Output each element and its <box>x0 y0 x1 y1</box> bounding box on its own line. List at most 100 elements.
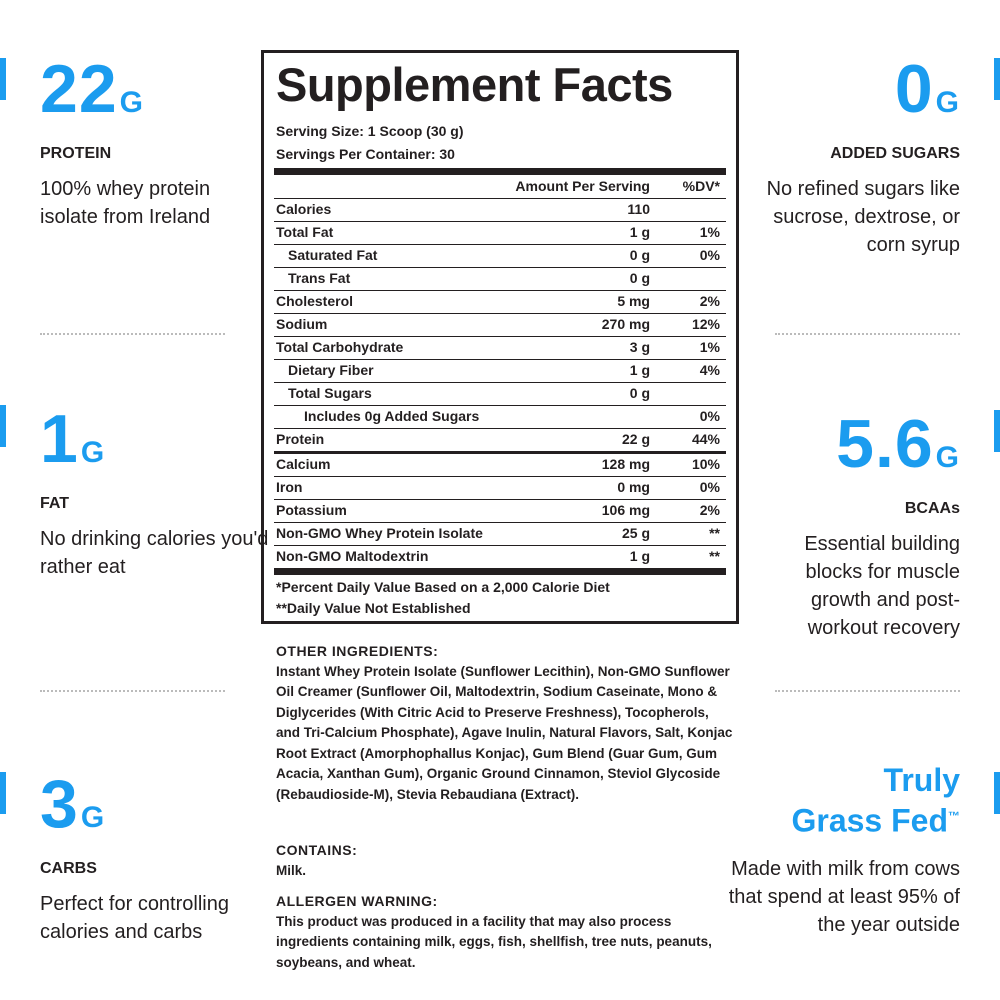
feature-description: Perfect for controlling calories and car… <box>40 893 229 943</box>
accent-bar <box>0 772 6 814</box>
facts-row: Non-GMO Whey Protein Isolate 25 g ** <box>274 522 726 546</box>
nutrient-amount: 270 mg <box>601 316 650 332</box>
section-text: This product was produced in a facility … <box>276 913 712 970</box>
facts-row: Total Sugars 0 g <box>274 382 726 406</box>
facts-title: Supplement Facts <box>276 58 673 111</box>
facts-row: Calcium 128 mg 10% <box>274 453 726 477</box>
nutrient-amount: 1 g <box>629 362 650 378</box>
facts-row: Potassium 106 mg 2% <box>274 499 726 523</box>
accent-bar <box>0 58 6 100</box>
nutrient-dv: 0% <box>699 479 720 495</box>
nutrient-dv: 2% <box>699 502 720 518</box>
contains: CONTAINS: Milk. <box>276 840 736 881</box>
grass-fed-title: Truly <box>883 762 960 798</box>
facts-header: Amount Per Serving %DV* <box>274 175 726 199</box>
separator <box>40 690 225 692</box>
feature-number: 5.6 <box>836 406 934 482</box>
feature-label: CARBS <box>40 860 97 877</box>
facts-row: Dietary Fiber 1 g 4% <box>274 359 726 383</box>
accent-bar <box>994 58 1000 100</box>
accent-bar <box>994 772 1000 814</box>
feature-unit: G <box>119 86 144 119</box>
feature-unit: G <box>80 436 106 469</box>
accent-bar <box>994 410 1000 452</box>
facts-row: Total Carbohydrate 3 g 1% <box>274 336 726 360</box>
section-text: Milk. <box>276 862 307 878</box>
section-heading: CONTAINS: <box>276 842 358 858</box>
nutrient-dv: 1% <box>699 224 720 240</box>
grass-fed: Truly Grass Fed™ Made with milk from cow… <box>720 762 960 939</box>
facts-row: Non-GMO Maltodextrin 1 g ** <box>274 545 726 575</box>
nutrient-name: Dietary Fiber <box>288 362 374 378</box>
feature-number: 0 <box>894 51 934 127</box>
nutrient-name: Potassium <box>276 502 347 518</box>
feature: 1G FAT No drinking calories you'd rather e… <box>40 405 270 581</box>
facts-row: Total Fat 1 g 1% <box>274 221 726 245</box>
feature-unit: G <box>80 801 106 834</box>
nutrient-amount: 0 g <box>629 270 650 286</box>
feature: 5.6G BCAAs Essential building blocks for m… <box>760 410 960 642</box>
nutrient-name: Total Fat <box>276 224 334 240</box>
nutrient-amount: 0 mg <box>617 479 650 495</box>
nutrient-dv: 0% <box>699 408 720 424</box>
feature-description: Made with milk from cows that spend at l… <box>728 857 960 936</box>
feature-number: 1 <box>40 401 79 477</box>
feature-value: 3G <box>40 770 270 852</box>
nutrient-amount: 0 g <box>629 247 650 263</box>
serving-size: Serving Size: 1 Scoop (30 g) <box>276 123 464 139</box>
footnote: **Daily Value Not Established <box>276 600 471 616</box>
nutrient-dv: ** <box>709 548 720 564</box>
facts-row: Sodium 270 mg 12% <box>274 313 726 337</box>
feature-unit: G <box>935 86 960 119</box>
trademark: ™ <box>948 809 960 823</box>
feature-label: BCAAs <box>904 500 960 517</box>
feature-unit: G <box>935 441 960 474</box>
nutrient-dv: 44% <box>691 431 720 447</box>
servings-per-container: Servings Per Container: 30 <box>276 146 455 162</box>
nutrient-name: Calories <box>276 201 332 217</box>
separator <box>40 333 225 335</box>
nutrient-name: Total Carbohydrate <box>276 339 404 355</box>
separator <box>775 333 960 335</box>
nutrient-dv: 4% <box>699 362 720 378</box>
nutrient-name: Sodium <box>276 316 328 332</box>
nutrient-amount: 128 mg <box>601 456 650 472</box>
header-cell: %DV* <box>682 178 720 194</box>
section-heading: ALLERGEN WARNING: <box>276 893 438 909</box>
section-heading: OTHER INGREDIENTS: <box>276 643 439 659</box>
nutrient-dv: ** <box>709 525 720 541</box>
nutrient-name: Includes 0g Added Sugars <box>304 408 480 424</box>
nutrient-name: Protein <box>276 431 325 447</box>
nutrient-amount: 1 g <box>629 224 650 240</box>
nutrient-dv: 10% <box>691 456 720 472</box>
nutrient-dv: 12% <box>691 316 720 332</box>
facts-row: Calories 110 <box>274 198 726 222</box>
facts-row: Cholesterol 5 mg 2% <box>274 290 726 314</box>
nutrient-name: Total Sugars <box>288 385 372 401</box>
feature-value: 1G <box>40 405 270 487</box>
feature-number: 22 <box>40 51 118 127</box>
nutrient-amount: 5 mg <box>617 293 650 309</box>
feature: 22G PROTEIN 100% whey protein isolate from… <box>40 55 270 231</box>
accent-bar <box>0 405 6 447</box>
nutrient-amount: 110 <box>627 201 650 217</box>
rule <box>274 168 726 175</box>
feature-value: 5.6G <box>760 410 960 492</box>
facts-row: Includes 0g Added Sugars 0% <box>274 405 726 429</box>
facts-row: Saturated Fat 0 g 0% <box>274 244 726 268</box>
feature-number: 3 <box>40 766 79 842</box>
nutrient-dv: 1% <box>699 339 720 355</box>
separator <box>775 690 960 692</box>
nutrient-amount: 3 g <box>629 339 650 355</box>
feature-value: 0G <box>760 55 960 137</box>
nutrient-amount: 106 mg <box>601 502 650 518</box>
nutrient-amount: 1 g <box>629 548 650 564</box>
feature-description: 100% whey protein isolate from Ireland <box>40 178 211 228</box>
nutrient-amount: 22 g <box>621 431 650 447</box>
feature: 3G CARBS Perfect for controlling calories … <box>40 770 270 946</box>
feature-label: ADDED SUGARS <box>830 145 960 162</box>
feature-description: Essential building blocks for muscle gro… <box>804 533 960 639</box>
feature-description: No refined sugars like sucrose, dextrose… <box>766 178 960 256</box>
other-ingredients: OTHER INGREDIENTS: Instant Whey Protein … <box>276 641 736 805</box>
